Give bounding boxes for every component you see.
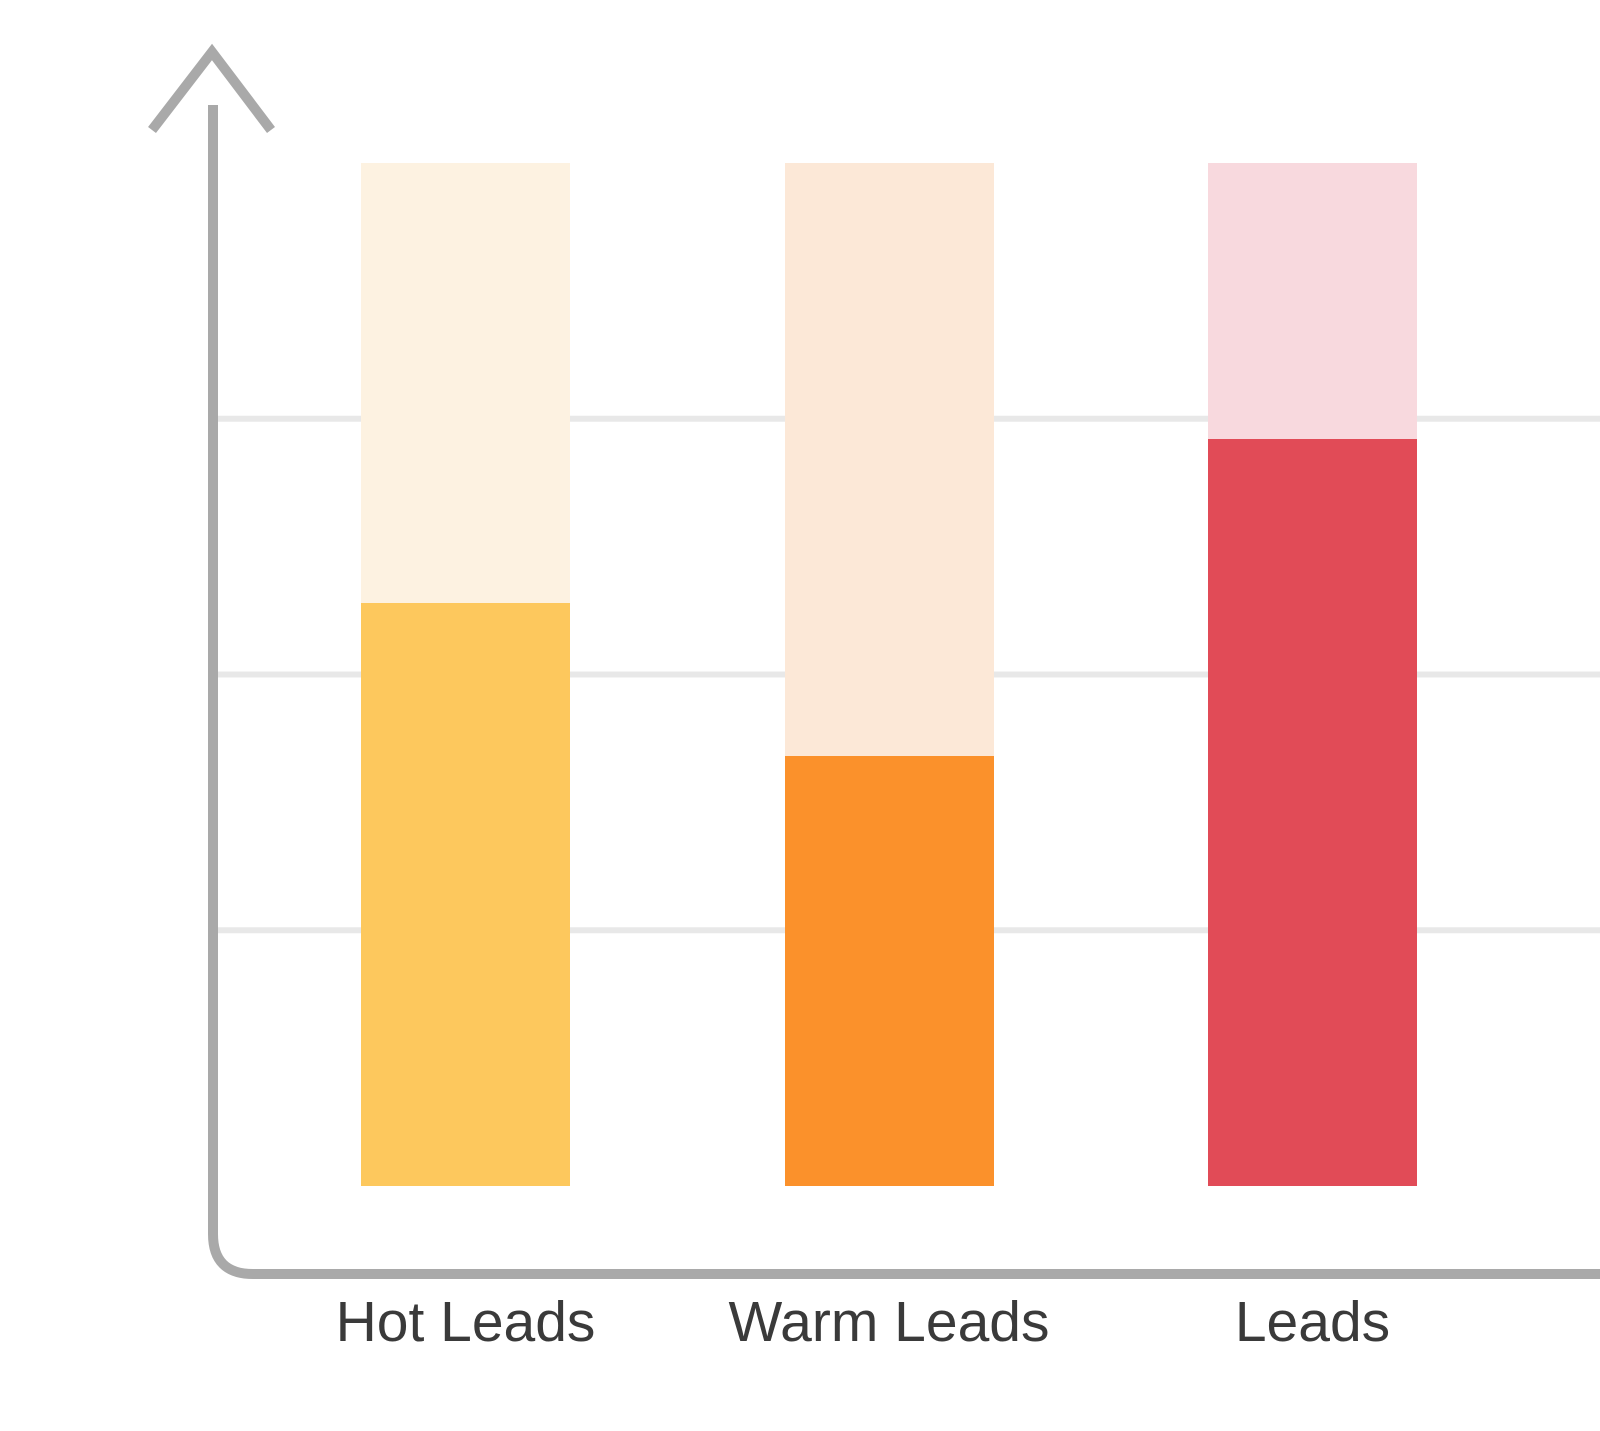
category-label: Hot Leads	[335, 1290, 596, 1354]
bar-column-hot-leads: Hot Leads	[336, 163, 595, 1356]
bar-track	[361, 163, 570, 1186]
bar-fill	[784, 756, 994, 1186]
y-axis-arrow-icon	[148, 43, 275, 134]
category-label: Warm Leads	[728, 1290, 1050, 1354]
bars-row: Hot Leads Warm Leads Leads	[336, 163, 1417, 1356]
bar-column-leads: Leads	[1208, 163, 1417, 1356]
axis-line	[208, 105, 1600, 1279]
bar-track	[784, 163, 994, 1186]
bar-track	[1208, 163, 1417, 1186]
bar-column-warm-leads: Warm Leads	[729, 163, 1050, 1356]
category-label: Leads	[1234, 1290, 1391, 1354]
bar-fill	[361, 602, 570, 1186]
bar-fill	[1208, 439, 1417, 1186]
